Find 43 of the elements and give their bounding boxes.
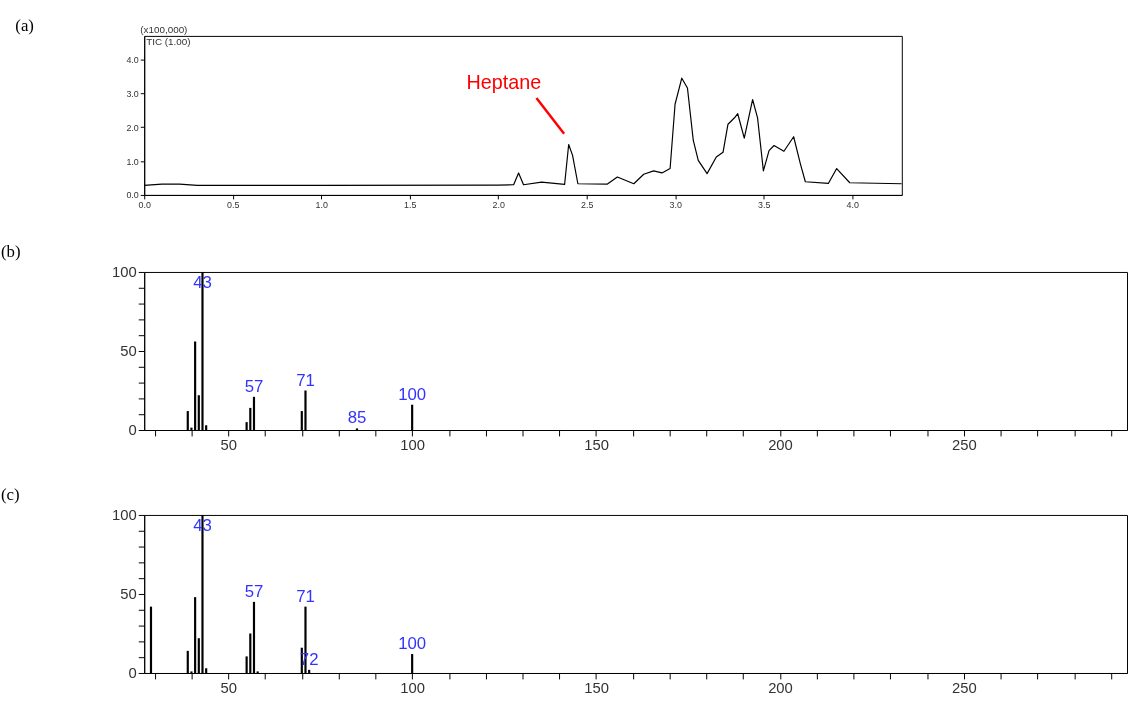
- y-tick-label: 1.0: [126, 156, 139, 167]
- chart-title: (a): [15, 15, 34, 35]
- y-tick-label: 0.0: [126, 190, 139, 201]
- y-tick-label: 2.0: [126, 122, 139, 133]
- annotation: 100: [398, 384, 427, 404]
- annotation: 100: [398, 634, 427, 654]
- y-tick-label: 50: [120, 586, 137, 603]
- text: (x100,000): [140, 23, 188, 35]
- x-tick-label: 1.0: [315, 200, 328, 211]
- text: (b): [0, 242, 21, 262]
- y-tick-label: 3.0: [126, 88, 139, 99]
- annotation: TIC (1.00): [146, 35, 191, 47]
- x-tick-label: 200: [768, 437, 793, 454]
- x-tick-label: 200: [768, 680, 793, 697]
- x-tick-label: 250: [952, 680, 977, 697]
- annotation: Heptane: [466, 71, 542, 94]
- y-tick-label: 50: [120, 343, 137, 360]
- y-tick-label: 0: [128, 665, 137, 682]
- x-tick-label: 100: [400, 437, 425, 454]
- x-tick-label: 2.0: [492, 200, 505, 211]
- y-tick-label: 100: [112, 264, 137, 281]
- x-tick-label: 3.5: [758, 200, 771, 211]
- y-tick-label: 100: [112, 507, 137, 524]
- y-tick-label: 0: [128, 422, 137, 439]
- x-tick-label: 1.5: [404, 200, 417, 211]
- annotation: 85: [347, 408, 367, 428]
- text: (c): [0, 485, 20, 505]
- y-tick-label: 4.0: [126, 55, 139, 66]
- annotation: 57: [244, 581, 264, 601]
- x-tick-label: 150: [584, 680, 609, 697]
- x-tick-label: 3.0: [669, 200, 682, 211]
- x-tick-label: 0.0: [138, 200, 151, 211]
- annotation: 71: [296, 586, 315, 606]
- annotation: 57: [244, 376, 264, 396]
- x-tick-label: 100: [400, 680, 425, 697]
- x-tick-label: 250: [952, 437, 977, 454]
- x-tick-label: 50: [220, 680, 237, 697]
- x-tick-label: 2.5: [581, 200, 594, 211]
- x-tick-label: 150: [584, 437, 609, 454]
- x-tick-label: 4.0: [846, 200, 859, 211]
- x-tick-label: 50: [220, 437, 237, 454]
- x-tick-label: 0.5: [227, 200, 240, 211]
- annotation: 71: [296, 370, 315, 390]
